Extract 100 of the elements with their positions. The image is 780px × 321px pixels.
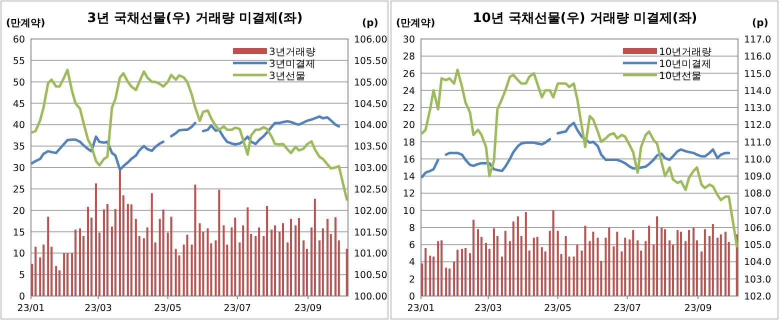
legend-label: 3년거래량 [269, 47, 316, 58]
bar [484, 242, 487, 296]
bar [222, 225, 225, 296]
y2-axis-title: (p) [752, 18, 768, 29]
y2-tick-label: 103.00 [354, 163, 388, 174]
bar [424, 248, 427, 296]
x-tick-label: 23/05 [154, 303, 182, 314]
y2-tick-label: 100.50 [354, 270, 388, 282]
bar [648, 226, 650, 296]
y-tick-label: 20 [402, 120, 415, 132]
bar [616, 232, 618, 296]
y2-tick-label: 114.0 [744, 86, 772, 97]
y-tick-label: 22 [402, 103, 415, 114]
bar [456, 250, 458, 296]
bar [34, 246, 37, 296]
bar [596, 238, 599, 296]
y2-tick-label: 111.0 [744, 137, 772, 148]
bar [282, 223, 284, 296]
bar [564, 236, 567, 296]
bar [270, 230, 273, 296]
bar [512, 221, 514, 296]
chart-title: 3년 국채선물(우) 거래량 미결제(좌) [87, 11, 303, 26]
y-tick-label: 0 [408, 292, 415, 302]
y2-tick-label: 107.0 [744, 206, 772, 217]
bar [94, 183, 97, 296]
y2-tick-label: 115.0 [744, 68, 772, 80]
y-tick-label: 0 [18, 292, 25, 302]
bar [246, 207, 249, 296]
y-tick-label: 10 [402, 206, 415, 217]
y-axis-title: (만계약) [6, 18, 46, 29]
bar [672, 244, 674, 296]
bar [608, 227, 610, 296]
bar [472, 220, 474, 296]
bar [346, 248, 348, 296]
bar [186, 234, 188, 296]
bar [79, 228, 82, 296]
bar [712, 224, 714, 296]
legend-label: 10년선물 [659, 71, 702, 82]
bar [624, 238, 626, 296]
bar [234, 218, 236, 296]
bar [42, 244, 45, 296]
y-tick-label: 24 [402, 86, 415, 97]
bar [504, 230, 506, 296]
bar [540, 247, 543, 296]
y-tick-label: 20 [12, 206, 25, 217]
y-axis-title: (만계약) [396, 18, 436, 29]
bar [134, 218, 137, 296]
bar [556, 230, 559, 296]
x-tick-label: 23/05 [544, 303, 572, 314]
legend-label: 10년거래량 [659, 47, 712, 58]
y2-tick-label: 105.0 [744, 240, 772, 252]
bar [660, 227, 663, 296]
bar [326, 218, 328, 296]
legend-label: 3년선물 [269, 71, 306, 82]
y2-tick-label: 105.50 [354, 56, 388, 67]
y-tick-label: 18 [402, 137, 415, 148]
bar [632, 230, 634, 296]
x-tick-label: 23/03 [84, 303, 112, 314]
y-tick-label: 30 [402, 34, 415, 46]
y-tick-label: 5 [18, 270, 25, 282]
y2-tick-label: 108.0 [744, 188, 772, 200]
y2-axis-title: (p) [362, 18, 378, 29]
y2-tick-label: 102.0 [744, 292, 772, 302]
bar [692, 227, 695, 296]
bar [118, 168, 121, 296]
x-tick-label: 23/01 [407, 303, 435, 314]
bar [668, 240, 671, 296]
bar [290, 218, 292, 296]
bar [716, 238, 718, 296]
bar [464, 248, 466, 296]
bar [162, 209, 164, 296]
bar [130, 204, 132, 296]
bar [74, 230, 76, 296]
bar [552, 210, 554, 296]
bar [477, 229, 480, 296]
x-tick-label: 23/03 [474, 303, 502, 314]
x-tick-label: 23/09 [684, 303, 712, 314]
bar [302, 240, 305, 296]
y2-tick-label: 102.00 [354, 206, 388, 217]
bar [334, 217, 336, 296]
bar [680, 232, 682, 296]
bar [126, 204, 129, 296]
bar [242, 225, 244, 296]
bar [656, 216, 658, 296]
y-tick-label: 8 [408, 222, 415, 234]
bar [492, 228, 495, 296]
bar [106, 204, 108, 296]
bar [298, 218, 300, 296]
bar [516, 216, 519, 296]
y-tick-label: 10 [12, 248, 25, 260]
bar [576, 244, 578, 296]
bar [55, 266, 58, 296]
y2-tick-label: 106.0 [744, 222, 772, 234]
bar [66, 253, 68, 296]
bar [218, 190, 220, 296]
y2-tick-label: 117.0 [744, 34, 772, 46]
bar [724, 232, 726, 296]
y-tick-label: 60 [12, 34, 25, 46]
y2-tick-label: 109.0 [744, 172, 772, 183]
bar [429, 256, 432, 296]
